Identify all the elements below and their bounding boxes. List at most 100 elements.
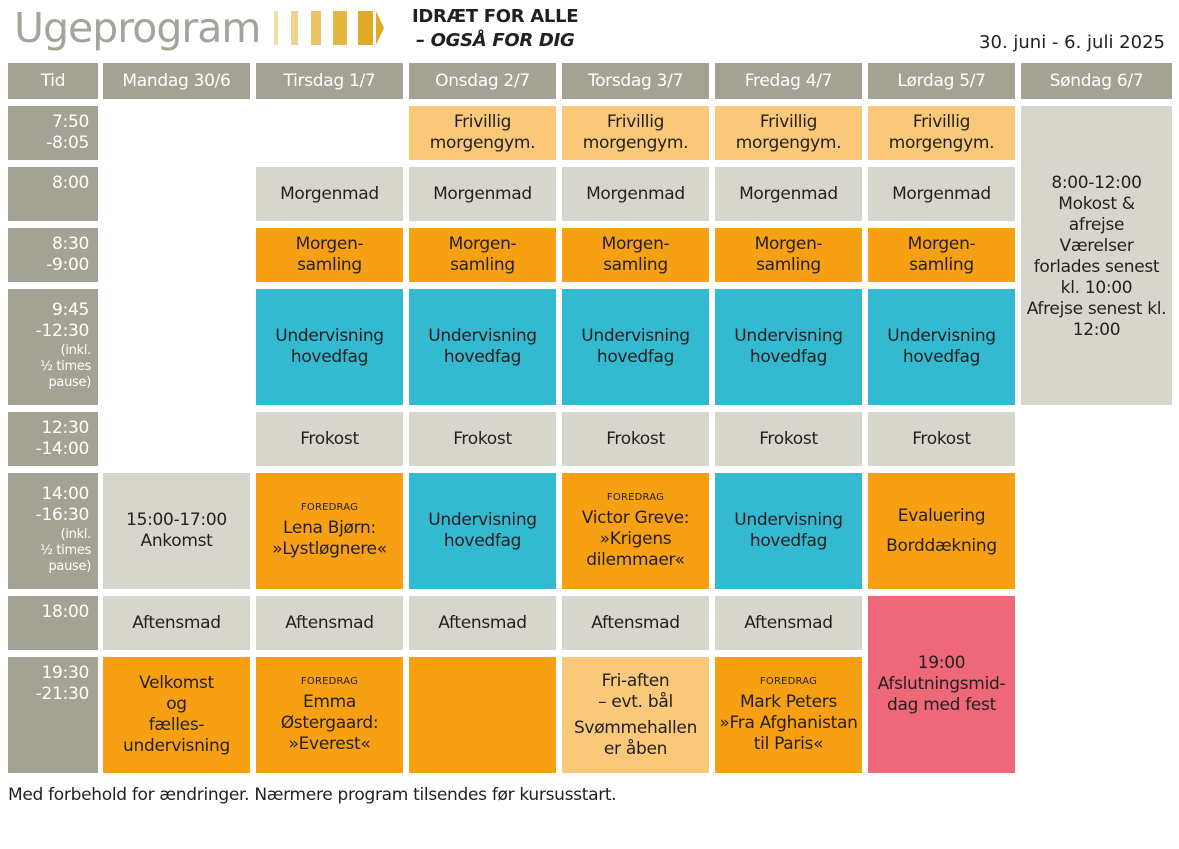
event-morning-assembly: Morgen- samling: [409, 228, 556, 282]
time-slot-0800: 8:00: [8, 167, 98, 221]
time-end: -16:30: [35, 505, 90, 525]
event-lunch: Frokost: [562, 412, 709, 466]
event-text: Undervisning: [734, 326, 843, 346]
lecture-label: FOREDRAG: [300, 675, 359, 687]
event-text: Morgen-: [754, 234, 823, 254]
event-teaching: Undervisning hovedfag: [868, 289, 1015, 405]
time-start: 12:30: [41, 418, 90, 438]
event-text: Undervisning: [581, 326, 690, 346]
event-dinner: Aftensmad: [103, 596, 250, 650]
event-text: Undervisning: [887, 326, 996, 346]
time-start: 19:30: [41, 663, 90, 683]
event-text: morgengym.: [888, 133, 995, 153]
event-dinner: Aftensmad: [562, 596, 709, 650]
event-morning-gym: Frivillig morgengym.: [715, 106, 862, 160]
event-text: forlades senest: [1033, 257, 1160, 277]
time-start: 18:00: [41, 602, 90, 622]
event-text: hovedfag: [443, 347, 522, 367]
col-header-saturday: Lørdag 5/7: [868, 63, 1015, 99]
col-header-thursday: Torsdag 3/7: [562, 63, 709, 99]
time-slot-1230: 12:30 -14:00: [8, 412, 98, 466]
tagline-line2: – OGSÅ FOR DIG: [416, 30, 575, 51]
event-text: hovedfag: [596, 347, 675, 367]
event-lunch: Frokost: [256, 412, 403, 466]
event-text: 19:00: [917, 653, 966, 673]
time-end: -8:05: [46, 133, 89, 153]
event-teaching: Undervisning hovedfag: [562, 289, 709, 405]
event-text: dilemmaer«: [586, 549, 685, 570]
event-text: Fri-aften: [601, 670, 670, 691]
event-text: Afrejse senest kl.: [1026, 299, 1167, 319]
event-breakfast: Morgenmad: [256, 167, 403, 221]
event-evaluation: Evaluering Borddækning: [868, 473, 1015, 589]
event-text: fælles-: [148, 715, 205, 735]
event-text: samling: [297, 255, 362, 275]
time-note: pause): [48, 375, 91, 390]
event-text: 8:00-12:00: [1051, 173, 1142, 193]
time-start: 8:30: [52, 234, 89, 254]
event-text: Værelser: [1059, 236, 1134, 256]
time-start: 14:00: [41, 484, 90, 504]
event-text: undervisning: [123, 736, 230, 756]
time-slot-1930: 19:30 -21:30: [8, 657, 98, 773]
event-morning-gym: Frivillig morgengym.: [562, 106, 709, 160]
event-teaching: Undervisning hovedfag: [715, 473, 862, 589]
event-morning-assembly: Morgen- samling: [868, 228, 1015, 282]
event-empty-evening: [409, 657, 556, 773]
time-end: -12:30: [35, 321, 90, 341]
event-text: Morgen-: [448, 234, 517, 254]
event-text: morgengym.: [582, 133, 689, 153]
event-text: »Everest«: [288, 733, 371, 754]
event-breakfast: Morgenmad: [409, 167, 556, 221]
event-morning-gym: Frivillig morgengym.: [868, 106, 1015, 160]
event-text: Undervisning: [428, 510, 537, 530]
page-title: Ugeprogram: [14, 4, 261, 52]
lecture-label: FOREDRAG: [759, 675, 818, 687]
event-teaching: Undervisning hovedfag: [256, 289, 403, 405]
time-note: pause): [48, 559, 91, 574]
footer-note: Med forbehold for ændringer. Nærmere pro…: [8, 785, 617, 805]
event-text: »Lystløgnere«: [272, 539, 387, 559]
event-text: kl. 10:00: [1060, 278, 1133, 298]
event-teaching: Undervisning hovedfag: [715, 289, 862, 405]
event-text: dag med fest: [887, 695, 996, 715]
event-morning-gym: Frivillig morgengym.: [409, 106, 556, 160]
tagline-line1: IDRÆT FOR ALLE: [412, 6, 579, 27]
event-breakfast: Morgenmad: [715, 167, 862, 221]
time-end: -9:00: [46, 255, 89, 275]
event-text: Morgen-: [295, 234, 364, 254]
event-free-evening: Fri-aften – evt. bål Svømmehallen er åbe…: [562, 657, 709, 773]
event-text: Emma: [302, 691, 357, 712]
lecture-label: FOREDRAG: [606, 491, 665, 503]
lecture-label: FOREDRAG: [300, 502, 359, 513]
event-text: afrejse: [1068, 215, 1125, 235]
event-text: »Krigens: [599, 528, 672, 549]
event-sunday-departure: 8:00-12:00 Mokost & afrejse Værelser for…: [1021, 106, 1172, 405]
col-header-wednesday: Onsdag 2/7: [409, 63, 556, 99]
time-end: -14:00: [35, 439, 90, 459]
time-slot-0830: 8:30 -9:00: [8, 228, 98, 282]
event-text: Frivillig: [606, 112, 665, 132]
event-text: Afslutningsmid-: [877, 674, 1006, 694]
event-text: samling: [450, 255, 515, 275]
col-header-tuesday: Tirsdag 1/7: [256, 63, 403, 99]
event-text: Undervisning: [275, 326, 384, 346]
event-text: Undervisning: [428, 326, 537, 346]
event-text: Mark Peters: [739, 691, 838, 712]
event-morning-assembly: Morgen- samling: [715, 228, 862, 282]
event-dinner: Aftensmad: [715, 596, 862, 650]
time-note: ½ times: [40, 359, 91, 374]
event-text: Borddækning: [886, 535, 997, 556]
event-text: Victor Greve:: [581, 507, 690, 528]
event-lunch: Frokost: [715, 412, 862, 466]
event-text: samling: [909, 255, 974, 275]
time-slot-1800: 18:00: [8, 596, 98, 650]
event-text: hovedfag: [290, 347, 369, 367]
event-text: hovedfag: [443, 531, 522, 551]
event-farewell-dinner: 19:00 Afslutningsmid- dag med fest: [868, 596, 1015, 773]
date-range: 30. juni - 6. juli 2025: [979, 32, 1165, 53]
event-breakfast: Morgenmad: [562, 167, 709, 221]
event-text: hovedfag: [749, 347, 828, 367]
event-text: »Fra Afghanistan: [719, 712, 858, 733]
event-text: Undervisning: [734, 510, 843, 530]
